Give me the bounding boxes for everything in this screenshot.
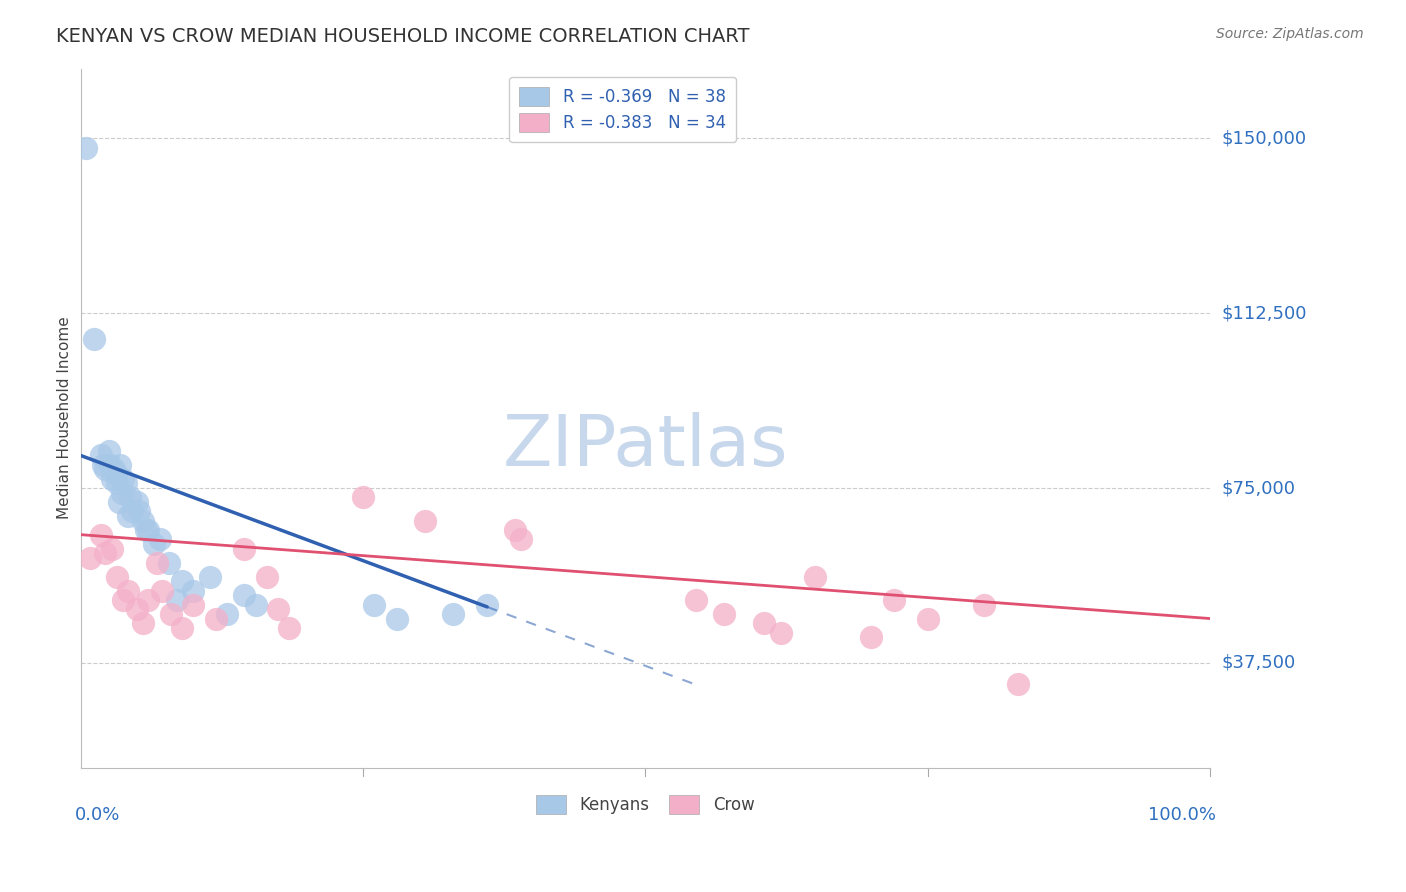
Point bbox=[128, 504, 150, 518]
Text: KENYAN VS CROW MEDIAN HOUSEHOLD INCOME CORRELATION CHART: KENYAN VS CROW MEDIAN HOUSEHOLD INCOME C… bbox=[56, 27, 749, 45]
Point bbox=[172, 621, 194, 635]
Text: $150,000: $150,000 bbox=[1222, 129, 1306, 147]
Point bbox=[233, 588, 256, 602]
Point bbox=[183, 583, 205, 598]
Point bbox=[713, 607, 735, 621]
Point bbox=[217, 607, 239, 621]
Point bbox=[510, 533, 533, 547]
Point bbox=[157, 556, 180, 570]
Point bbox=[135, 523, 157, 537]
Point bbox=[94, 462, 117, 476]
Point bbox=[200, 569, 222, 583]
Point bbox=[98, 458, 121, 472]
Point bbox=[114, 476, 136, 491]
Point bbox=[267, 602, 290, 616]
Point bbox=[917, 611, 939, 625]
Point bbox=[352, 491, 374, 505]
Point bbox=[142, 537, 165, 551]
Point bbox=[883, 593, 905, 607]
Point bbox=[112, 472, 135, 486]
Text: Source: ZipAtlas.com: Source: ZipAtlas.com bbox=[1216, 27, 1364, 41]
Point bbox=[441, 607, 464, 621]
Point bbox=[108, 495, 131, 509]
Point bbox=[685, 593, 707, 607]
Point bbox=[233, 541, 256, 556]
Point bbox=[205, 611, 228, 625]
Point bbox=[172, 574, 194, 589]
Point bbox=[256, 569, 278, 583]
Point bbox=[166, 593, 188, 607]
Point bbox=[131, 514, 153, 528]
Point bbox=[79, 551, 101, 566]
Point bbox=[117, 508, 139, 523]
Y-axis label: Median Household Income: Median Household Income bbox=[58, 317, 72, 519]
Point bbox=[752, 616, 775, 631]
Point bbox=[148, 533, 170, 547]
Point bbox=[101, 541, 124, 556]
Point bbox=[90, 527, 112, 541]
Point bbox=[120, 491, 142, 505]
Point bbox=[117, 583, 139, 598]
Text: ZIPatlas: ZIPatlas bbox=[502, 411, 789, 481]
Text: $75,000: $75,000 bbox=[1222, 479, 1295, 497]
Point bbox=[111, 485, 134, 500]
Point bbox=[105, 569, 128, 583]
Point bbox=[94, 546, 117, 560]
Point bbox=[91, 458, 114, 472]
Point bbox=[1007, 677, 1029, 691]
Point bbox=[108, 458, 131, 472]
Point bbox=[112, 593, 135, 607]
Point bbox=[860, 630, 883, 644]
Point bbox=[150, 583, 173, 598]
Point bbox=[183, 598, 205, 612]
Point bbox=[125, 495, 148, 509]
Point bbox=[160, 607, 183, 621]
Point bbox=[973, 598, 995, 612]
Point bbox=[104, 467, 127, 481]
Point bbox=[136, 523, 159, 537]
Point bbox=[75, 141, 97, 155]
Point bbox=[125, 602, 148, 616]
Point bbox=[136, 593, 159, 607]
Point bbox=[121, 504, 143, 518]
Point bbox=[97, 443, 120, 458]
Text: 100.0%: 100.0% bbox=[1147, 806, 1216, 824]
Point bbox=[83, 332, 105, 346]
Text: $112,500: $112,500 bbox=[1222, 304, 1306, 322]
Point bbox=[505, 523, 527, 537]
Text: 0.0%: 0.0% bbox=[75, 806, 121, 824]
Legend: Kenyans, Crow: Kenyans, Crow bbox=[527, 787, 763, 822]
Point bbox=[278, 621, 301, 635]
Point bbox=[385, 611, 408, 625]
Point bbox=[363, 598, 385, 612]
Point bbox=[245, 598, 267, 612]
Point bbox=[769, 625, 792, 640]
Point bbox=[803, 569, 825, 583]
Point bbox=[146, 556, 169, 570]
Text: $37,500: $37,500 bbox=[1222, 654, 1295, 672]
Point bbox=[475, 598, 498, 612]
Point bbox=[103, 462, 125, 476]
Point bbox=[413, 514, 436, 528]
Point bbox=[101, 472, 124, 486]
Point bbox=[90, 449, 112, 463]
Point bbox=[105, 476, 128, 491]
Point bbox=[131, 616, 153, 631]
